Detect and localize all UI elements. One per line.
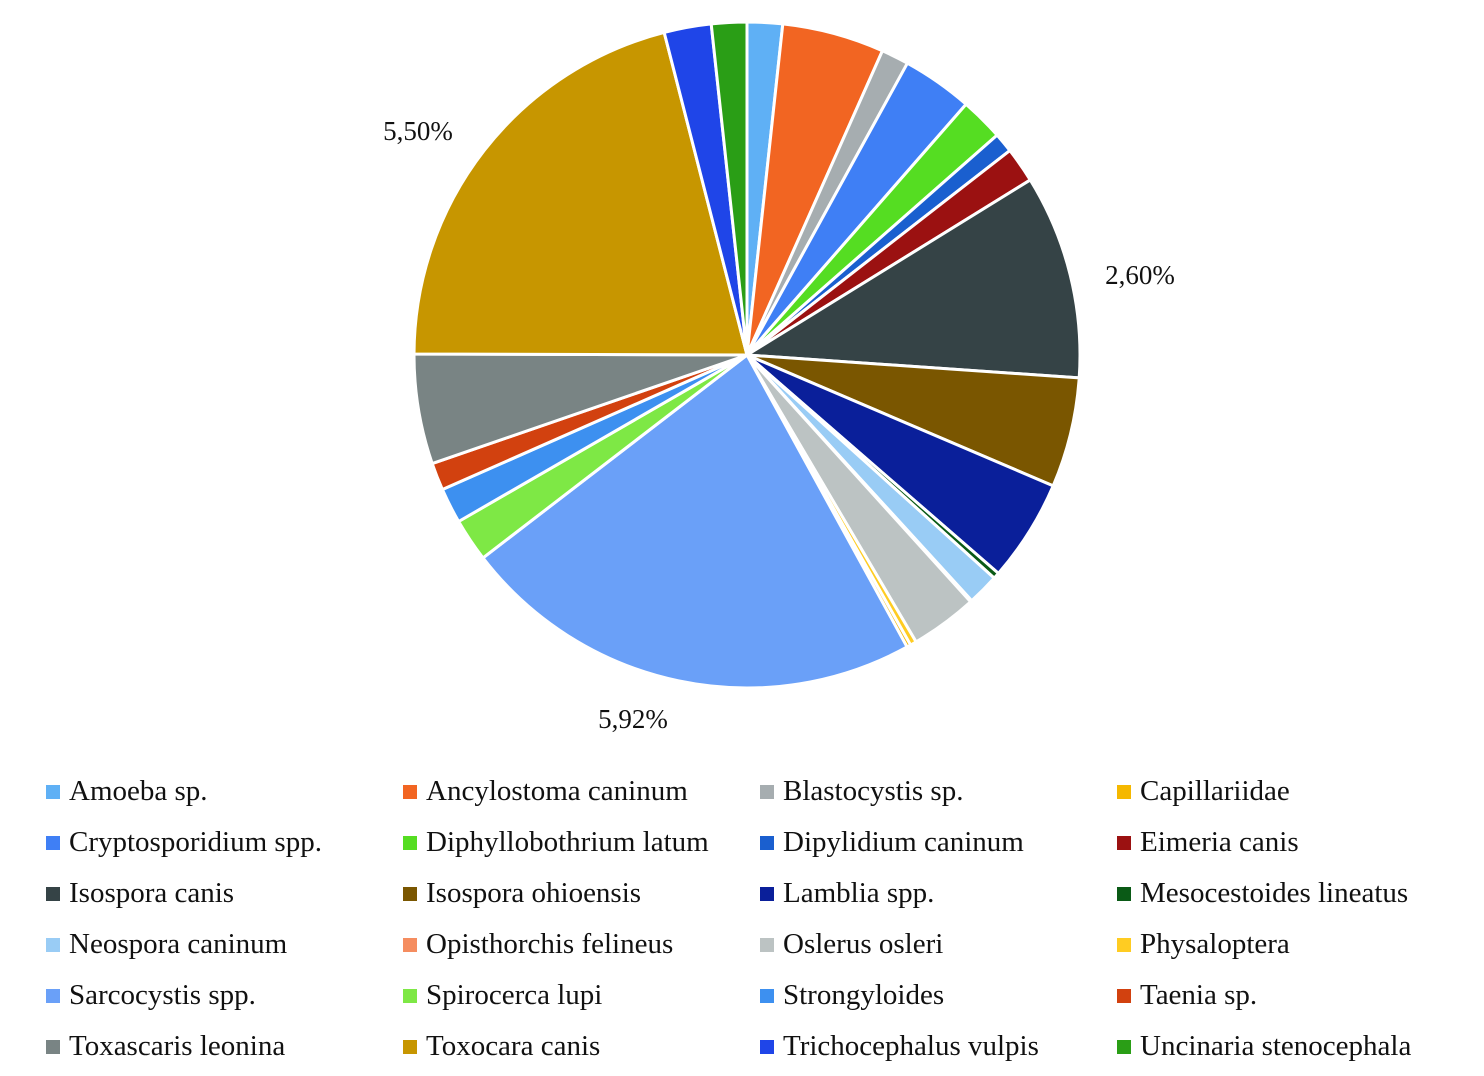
legend-swatch (403, 1039, 417, 1054)
legend-item-toxascaris-leonina: Toxascaris leonina (46, 1029, 403, 1064)
legend-label: Oslerus osleri (783, 928, 944, 960)
legend-label: Eimeria canis (1140, 826, 1299, 858)
legend-label: Toxocara canis (426, 1030, 601, 1062)
legend-item-capillariidae: Capillariidae (1117, 774, 1466, 809)
legend-swatch (760, 937, 774, 952)
legend-label: Trichocephalus vulpis (783, 1030, 1039, 1062)
legend-item-trichocephalus-vulpis: Trichocephalus vulpis (760, 1029, 1117, 1064)
pie-slice-toxocara-canis (412, 30, 749, 357)
data-label-isospora-canis: 2,60% (1105, 260, 1175, 290)
legend-item-cryptosporidium-spp: Cryptosporidium spp. (46, 825, 403, 860)
legend-label: Sarcocystis spp. (69, 979, 256, 1011)
legend-item-lamblia-spp: Lamblia spp. (760, 876, 1117, 911)
pie-slice-sarcocystis-spp (481, 353, 909, 690)
legend-label: Toxascaris leonina (69, 1030, 286, 1062)
legend-swatch (760, 886, 774, 901)
legend-label: Uncinaria stenocephala (1140, 1030, 1412, 1062)
legend-item-neospora-caninum: Neospora caninum (46, 927, 403, 962)
legend-label: Lamblia spp. (783, 877, 935, 909)
legend-swatch (46, 886, 60, 901)
legend-swatch (46, 1039, 60, 1054)
legend-item-mesocestoides-lineatus: Mesocestoides lineatus (1117, 876, 1466, 911)
legend-label: Mesocestoides lineatus (1140, 877, 1409, 909)
legend-item-ancylostoma-caninum: Ancylostoma caninum (403, 774, 760, 809)
legend-item-uncinaria-stenocephala: Uncinaria stenocephala (1117, 1029, 1466, 1064)
legend-item-blastocystis-sp: Blastocystis sp. (760, 774, 1117, 809)
legend-item-physaloptera: Physaloptera (1117, 927, 1466, 962)
legend-label: Spirocerca lupi (426, 979, 603, 1011)
legend-swatch (760, 1039, 774, 1054)
legend-label: Physaloptera (1140, 928, 1290, 960)
legend-swatch (403, 835, 417, 850)
data-label-toxocara-canis: 5,50% (383, 116, 453, 146)
legend-swatch (403, 937, 417, 952)
legend-label: Neospora caninum (69, 928, 288, 960)
legend-swatch (1117, 835, 1131, 850)
pie-slices (412, 20, 1082, 690)
legend-swatch (46, 835, 60, 850)
legend-swatch (760, 835, 774, 850)
legend-swatch (1117, 1039, 1131, 1054)
legend-swatch (46, 937, 60, 952)
legend-label: Diphyllobothrium latum (426, 826, 709, 858)
legend-swatch (1117, 937, 1131, 952)
pie-slice-isospora-canis (745, 178, 1082, 380)
legend-swatch (1117, 784, 1131, 799)
legend-label: Dipylidium caninum (783, 826, 1024, 858)
pie-chart: 5,50% 2,60% 5,92% (383, 20, 1175, 734)
legend-item-spirocerca-lupi: Spirocerca lupi (403, 978, 760, 1013)
legend-label: Cryptosporidium spp. (69, 826, 322, 858)
legend-item-sarcocystis-spp: Sarcocystis spp. (46, 978, 403, 1013)
data-label-sarcocystis-spp: 5,92% (598, 704, 668, 734)
legend-label: Isospora ohioensis (426, 877, 642, 909)
legend-item-taenia-sp: Taenia sp. (1117, 978, 1466, 1013)
legend-label: Taenia sp. (1140, 979, 1258, 1011)
legend-item-amoeba-sp: Amoeba sp. (46, 774, 403, 809)
legend-item-opisthorchis-felineus: Opisthorchis felineus (403, 927, 760, 962)
legend-label: Capillariidae (1140, 775, 1290, 807)
legend-item-oslerus-osleri: Oslerus osleri (760, 927, 1117, 962)
legend-swatch (403, 886, 417, 901)
legend-label: Amoeba sp. (69, 775, 208, 807)
legend-label: Isospora canis (69, 877, 235, 909)
legend-swatch (403, 784, 417, 799)
pie-annotations: 5,50% 2,60% 5,92% (383, 116, 1175, 734)
legend-swatch (403, 988, 417, 1003)
legend-swatch (760, 784, 774, 799)
chart-legend: Amoeba sp. Ancylostoma caninum Blastocysti… (46, 774, 1466, 1064)
legend-item-toxocara-canis: Toxocara canis (403, 1029, 760, 1064)
legend-swatch (46, 784, 60, 799)
legend-label: Ancylostoma caninum (426, 775, 688, 807)
legend-item-isospora-canis: Isospora canis (46, 876, 403, 911)
legend-label: Opisthorchis felineus (426, 928, 674, 960)
legend-label: Blastocystis sp. (783, 775, 964, 807)
legend-item-diphyllobothrium-latum: Diphyllobothrium latum (403, 825, 760, 860)
legend-item-strongyloides: Strongyloides (760, 978, 1117, 1013)
legend-item-dipylidium-caninum: Dipylidium caninum (760, 825, 1117, 860)
legend-swatch (1117, 886, 1131, 901)
legend-label: Strongyloides (783, 979, 945, 1011)
legend-item-isospora-ohioensis: Isospora ohioensis (403, 876, 760, 911)
legend-swatch (46, 988, 60, 1003)
legend-swatch (760, 988, 774, 1003)
pie-slice-uncinaria-stenocephala (709, 20, 749, 357)
legend-swatch (1117, 988, 1131, 1003)
legend-item-eimeria-canis: Eimeria canis (1117, 825, 1466, 860)
